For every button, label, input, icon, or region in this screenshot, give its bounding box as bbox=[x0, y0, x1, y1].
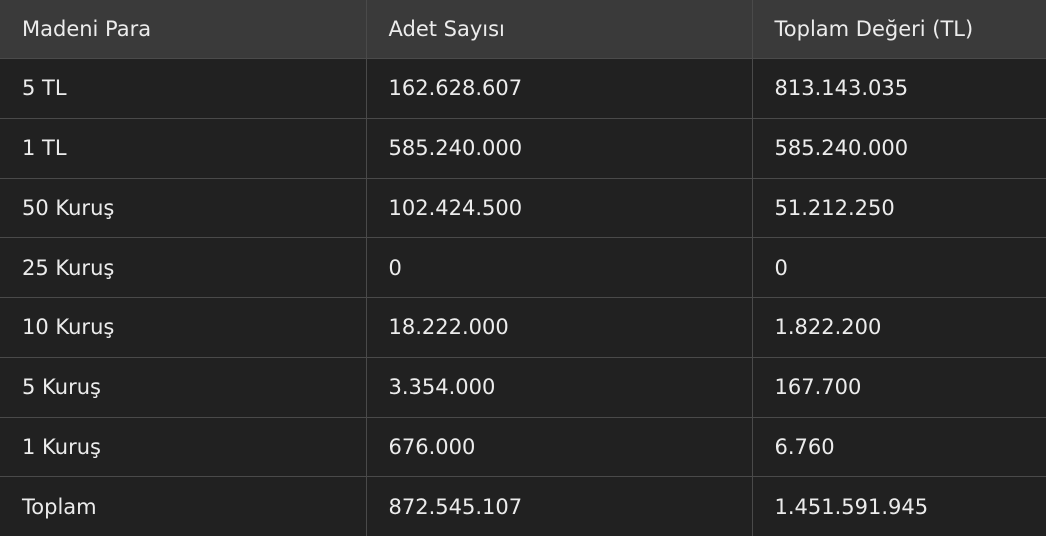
table-header-row: Madeni Para Adet Sayısı Toplam Değeri (T… bbox=[0, 0, 1046, 59]
cell-coin: 5 Kuruş bbox=[0, 356, 367, 418]
cell-total-value: 813.143.035 bbox=[751, 58, 1046, 119]
table-row: 25 Kuruş 0 0 bbox=[0, 237, 1046, 298]
header-count: Adet Sayısı bbox=[365, 0, 753, 59]
cell-count: 0 bbox=[365, 237, 753, 298]
table-row: 5 TL 162.628.607 813.143.035 bbox=[0, 58, 1046, 119]
cell-total-value: 1.451.591.945 bbox=[751, 476, 1046, 536]
cell-total-value: 167.700 bbox=[751, 356, 1046, 418]
cell-count: 18.222.000 bbox=[365, 297, 753, 358]
cell-total-value: 0 bbox=[751, 237, 1046, 298]
cell-count: 102.424.500 bbox=[365, 177, 753, 239]
table-row: 1 Kuruş 676.000 6.760 bbox=[0, 416, 1046, 478]
cell-coin: 10 Kuruş bbox=[0, 297, 367, 358]
cell-total-value: 1.822.200 bbox=[751, 297, 1046, 358]
cell-count: 162.628.607 bbox=[365, 58, 753, 119]
cell-coin: 5 TL bbox=[0, 58, 367, 119]
cell-coin: 50 Kuruş bbox=[0, 177, 367, 239]
header-total-value: Toplam Değeri (TL) bbox=[751, 0, 1046, 59]
table-row: 1 TL 585.240.000 585.240.000 bbox=[0, 117, 1046, 179]
cell-count: 872.545.107 bbox=[365, 476, 753, 536]
cell-coin: 1 TL bbox=[0, 117, 367, 179]
cell-coin: Toplam bbox=[0, 476, 367, 536]
cell-total-value: 6.760 bbox=[751, 416, 1046, 478]
cell-count: 585.240.000 bbox=[365, 117, 753, 179]
cell-coin: 1 Kuruş bbox=[0, 416, 367, 478]
cell-total-value: 51.212.250 bbox=[751, 177, 1046, 239]
table-row: Toplam 872.545.107 1.451.591.945 bbox=[0, 476, 1046, 536]
table-row: 50 Kuruş 102.424.500 51.212.250 bbox=[0, 177, 1046, 239]
table-row: 5 Kuruş 3.354.000 167.700 bbox=[0, 356, 1046, 418]
cell-total-value: 585.240.000 bbox=[751, 117, 1046, 179]
cell-count: 3.354.000 bbox=[365, 356, 753, 418]
cell-count: 676.000 bbox=[365, 416, 753, 478]
table-row: 10 Kuruş 18.222.000 1.822.200 bbox=[0, 297, 1046, 358]
cell-coin: 25 Kuruş bbox=[0, 237, 367, 298]
header-coin: Madeni Para bbox=[0, 0, 367, 59]
